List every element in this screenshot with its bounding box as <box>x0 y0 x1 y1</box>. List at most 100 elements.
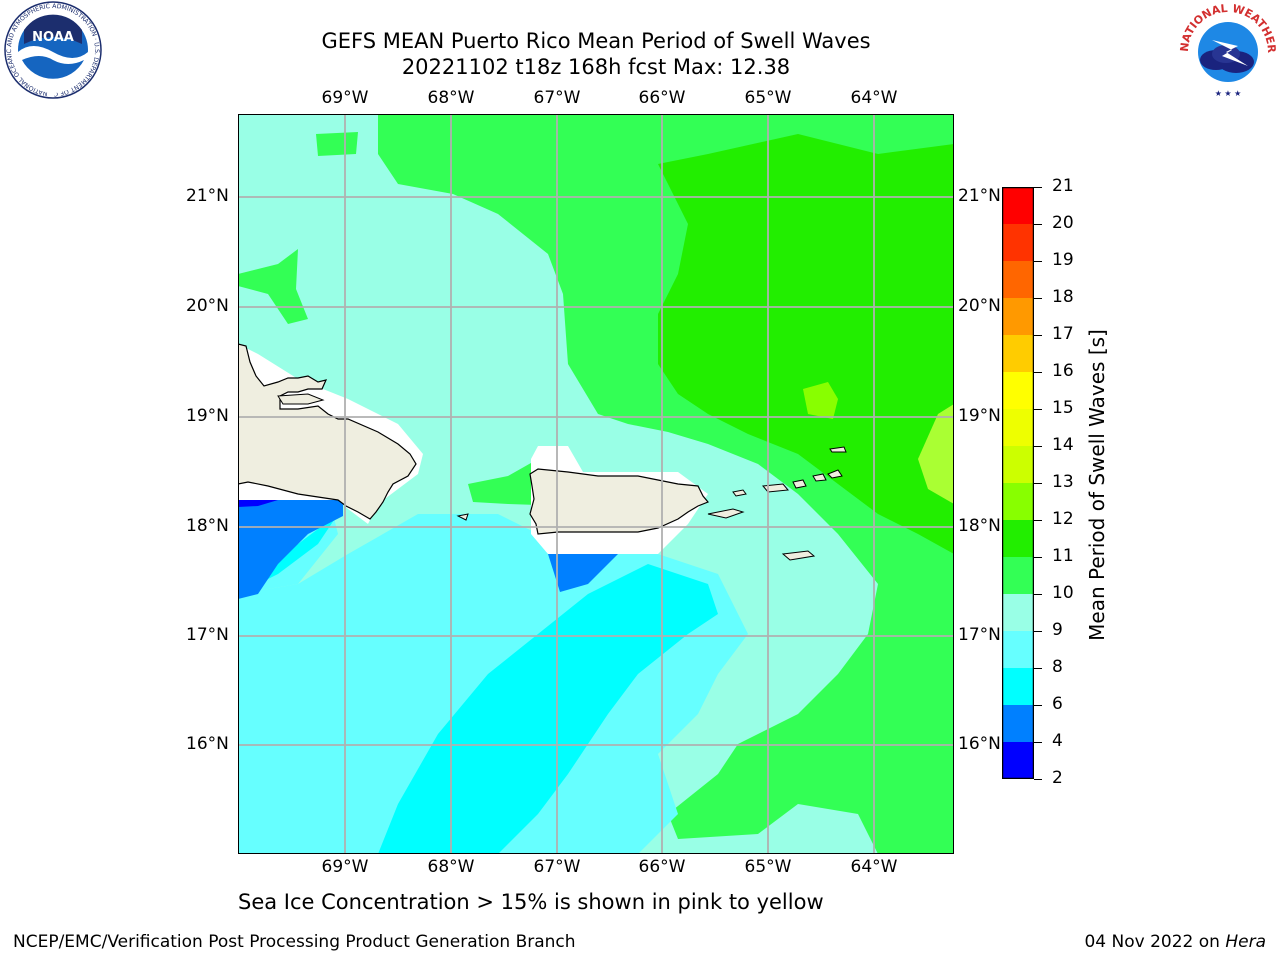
colorbar-tick-label: 20 <box>1052 213 1074 233</box>
lon-tick-label: 69°W <box>321 857 369 877</box>
colorbar-tick-mark <box>1034 224 1042 225</box>
colorbar-segment <box>1002 742 1034 779</box>
lat-tick-label: 20°N <box>958 296 1001 316</box>
lat-tick-label: 20°N <box>186 296 229 316</box>
colorbar-segment <box>1002 261 1034 299</box>
colorbar-tick-label: 11 <box>1052 546 1074 566</box>
lon-tick-label: 67°W <box>533 857 581 877</box>
swell-band-12-13 <box>803 382 838 419</box>
chart-title: GEFS MEAN Puerto Rico Mean Period of Swe… <box>321 29 871 53</box>
colorbar-segment <box>1002 446 1034 484</box>
colorbar-tick-mark <box>1034 520 1042 521</box>
colorbar-tick-mark <box>1034 779 1042 780</box>
colorbar-tick-mark <box>1034 446 1042 447</box>
colorbar-tick-label: 21 <box>1052 176 1074 196</box>
swell-band-4-6-west <box>238 500 343 599</box>
colorbar-segment <box>1002 668 1034 706</box>
lon-tick-label: 68°W <box>427 88 475 108</box>
footer-host: Hera <box>1225 932 1266 952</box>
lat-tick-label: 16°N <box>958 734 1001 754</box>
colorbar-tick-label: 17 <box>1052 324 1074 344</box>
colorbar-tick-label: 15 <box>1052 398 1074 418</box>
lon-tick-label: 66°W <box>638 857 686 877</box>
colorbar-tick-label: 12 <box>1052 509 1074 529</box>
colorbar-tick-mark <box>1034 187 1042 188</box>
colorbar-segment <box>1002 557 1034 595</box>
swell-band-4-6-pr <box>548 554 618 592</box>
sea-ice-caption: Sea Ice Concentration > 15% is shown in … <box>238 890 824 914</box>
colorbar-tick-mark <box>1034 742 1042 743</box>
colorbar-segment <box>1002 705 1034 743</box>
lon-tick-label: 65°W <box>744 857 792 877</box>
lon-tick-label: 67°W <box>533 88 581 108</box>
land-vieques <box>707 508 745 519</box>
colorbar-tick-label: 16 <box>1052 361 1074 381</box>
land-gonave <box>277 393 325 405</box>
colorbar-segment <box>1002 372 1034 410</box>
lat-tick-label: 19°N <box>186 406 229 426</box>
noaa-logo-text: NOAA <box>32 30 74 45</box>
colorbar-tick-mark <box>1034 372 1042 373</box>
swell-band-11-12 <box>658 134 954 554</box>
map-panel <box>238 114 954 854</box>
colorbar-tick-mark <box>1034 483 1042 484</box>
colorbar-tick-label: 6 <box>1052 694 1063 714</box>
colorbar-segment <box>1002 409 1034 447</box>
colorbar-tick-mark <box>1034 594 1042 595</box>
footer-producer: NCEP/EMC/Verification Post Processing Pr… <box>13 932 576 952</box>
colorbar-tick-label: 4 <box>1052 731 1063 751</box>
colorbar-tick-mark <box>1034 668 1042 669</box>
chart-subtitle: 20221102 t18z 168h fcst Max: 12.38 <box>401 55 791 79</box>
colorbar-tick-label: 18 <box>1052 287 1074 307</box>
colorbar-segment <box>1002 298 1034 336</box>
lon-tick-label: 68°W <box>427 857 475 877</box>
swell-band-12-13-east <box>918 404 954 504</box>
colorbar-tick-label: 19 <box>1052 250 1074 270</box>
colorbar-segment <box>1002 483 1034 521</box>
colorbar-tick-mark <box>1034 557 1042 558</box>
lon-tick-label: 64°W <box>850 88 898 108</box>
colorbar-tick-label: 13 <box>1052 472 1074 492</box>
lat-tick-label: 18°N <box>958 516 1001 536</box>
colorbar-tick-label: 8 <box>1052 657 1063 677</box>
footer-date: 04 Nov 2022 on Hera <box>1084 932 1266 952</box>
swell-band-10-11-nw <box>316 132 358 156</box>
colorbar <box>1002 187 1034 779</box>
lat-tick-label: 16°N <box>186 734 229 754</box>
colorbar-tick-label: 9 <box>1052 620 1063 640</box>
colorbar-tick-mark <box>1034 631 1042 632</box>
lon-tick-label: 66°W <box>638 88 686 108</box>
nws-logo: NATIONAL WEATHER SERVICE ★ ★ ★ <box>1178 0 1278 98</box>
colorbar-border <box>1002 187 1034 779</box>
map-gridlines <box>238 114 954 854</box>
colorbar-tick-label: 10 <box>1052 583 1074 603</box>
colorbar-segment <box>1002 224 1034 262</box>
colorbar-tick-mark <box>1034 298 1042 299</box>
colorbar-tick-mark <box>1034 705 1042 706</box>
colorbar-segment <box>1002 520 1034 558</box>
lat-tick-label: 18°N <box>186 516 229 536</box>
lon-tick-label: 69°W <box>321 88 369 108</box>
colorbar-tick-mark <box>1034 335 1042 336</box>
lon-tick-label: 64°W <box>850 857 898 877</box>
colorbar-segment <box>1002 631 1034 669</box>
footer-date-text: 04 Nov 2022 on <box>1084 932 1226 952</box>
swell-band-10-11-west <box>238 249 308 324</box>
lat-tick-label: 21°N <box>958 186 1001 206</box>
svg-text:★ ★ ★: ★ ★ ★ <box>1215 89 1242 98</box>
noaa-logo: NATIONAL OCEANIC AND ATMOSPHERIC ADMINIS… <box>2 0 102 99</box>
land-mona <box>456 513 469 521</box>
lat-tick-label: 17°N <box>186 625 229 645</box>
lat-tick-label: 21°N <box>186 186 229 206</box>
colorbar-segment <box>1002 335 1034 373</box>
colorbar-segment <box>1002 594 1034 632</box>
lat-tick-label: 19°N <box>958 406 1001 426</box>
lat-tick-label: 17°N <box>958 625 1001 645</box>
land-puerto-rico <box>529 468 709 535</box>
swell-band-2-4 <box>238 500 278 507</box>
colorbar-tick-mark <box>1034 409 1042 410</box>
colorbar-tick-label: 2 <box>1052 768 1063 788</box>
colorbar-label: Mean Period of Swell Waves [s] <box>1085 329 1109 641</box>
colorbar-tick-mark <box>1034 261 1042 262</box>
land-virgin-islands <box>732 446 847 561</box>
